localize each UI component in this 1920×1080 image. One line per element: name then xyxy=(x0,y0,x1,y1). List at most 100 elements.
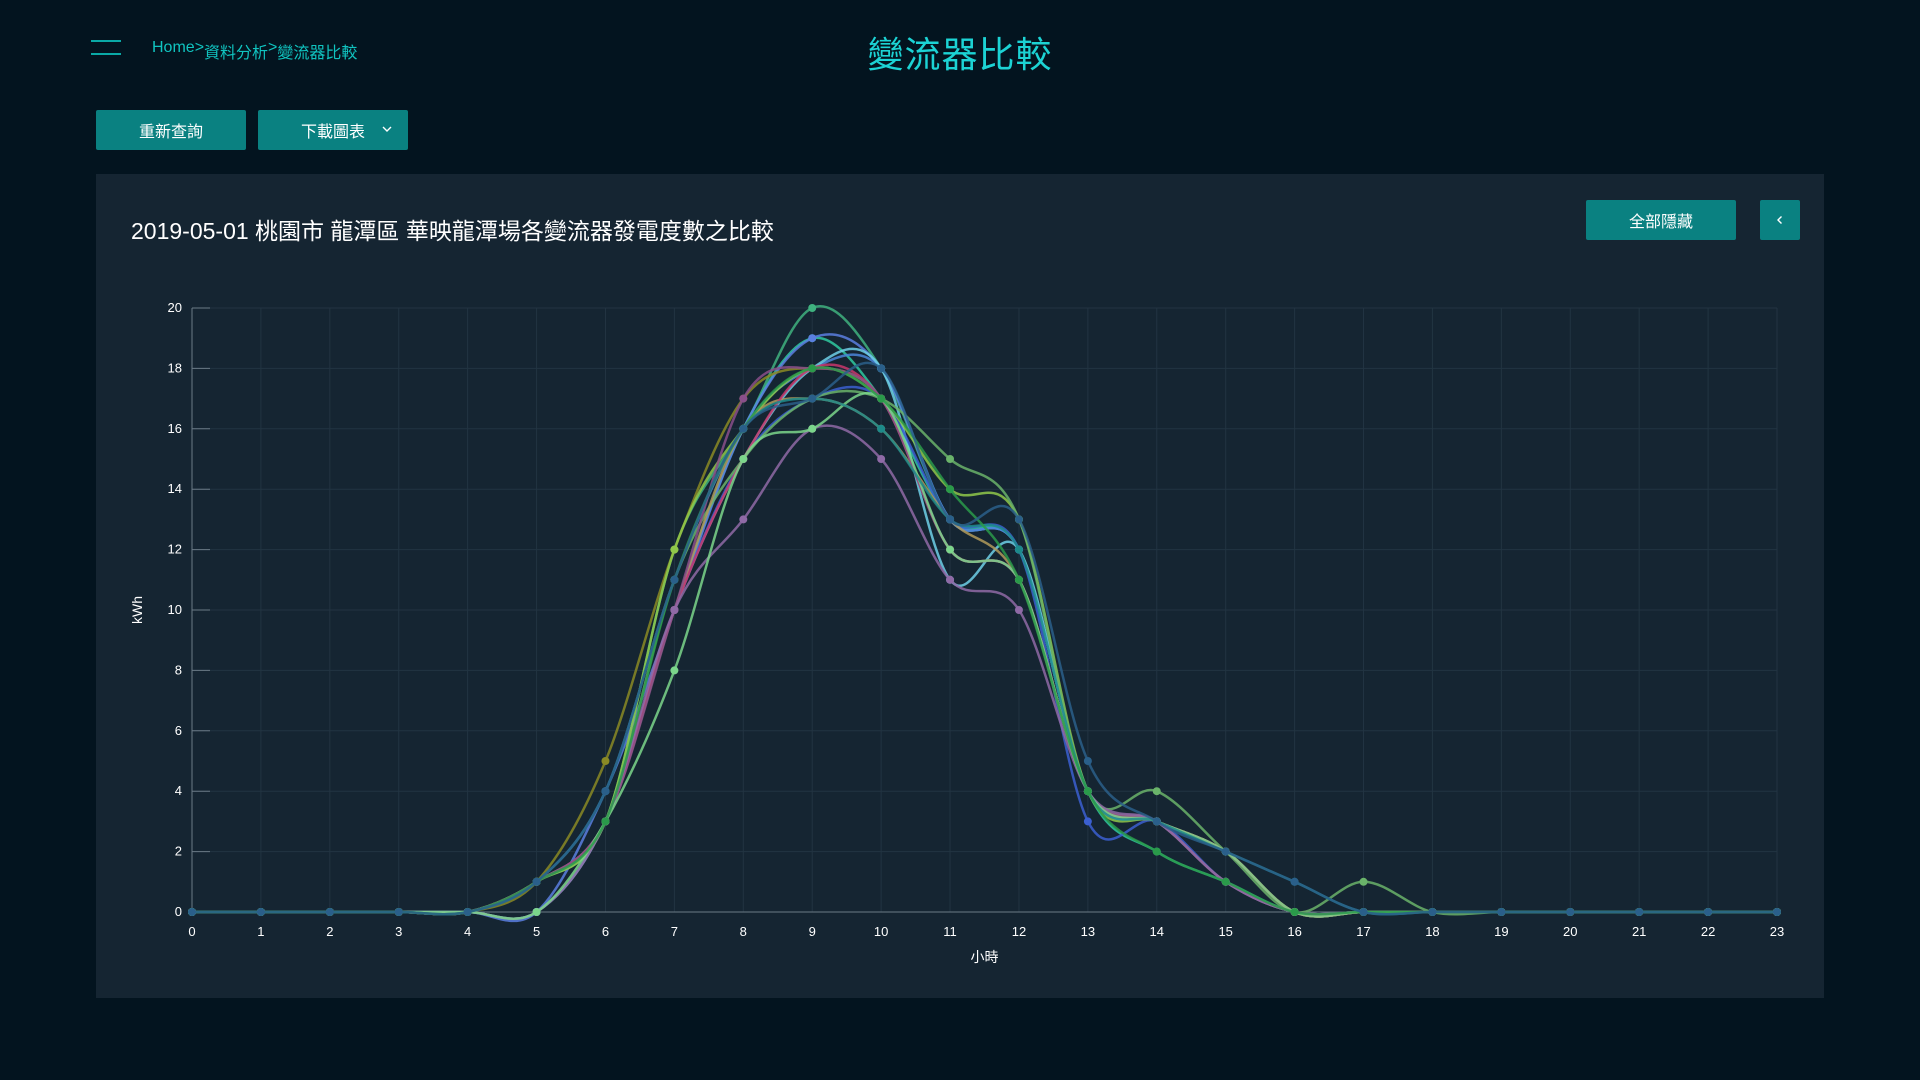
data-point xyxy=(1083,787,1092,796)
x-tick-label: 11 xyxy=(943,924,957,939)
series-line-1 xyxy=(192,305,1777,918)
data-point xyxy=(1152,787,1161,796)
data-point xyxy=(1359,877,1368,886)
y-tick-label: 14 xyxy=(168,481,182,496)
breadcrumb-home[interactable]: Home xyxy=(152,39,195,56)
series-line-2 xyxy=(192,336,1777,916)
data-point xyxy=(739,455,748,463)
data-point xyxy=(1014,575,1023,584)
data-point xyxy=(808,424,817,433)
data-point xyxy=(1152,847,1161,856)
data-point xyxy=(1290,877,1299,886)
data-point xyxy=(1083,757,1092,765)
data-point xyxy=(946,485,955,494)
data-point xyxy=(670,545,679,554)
chart-title: 2019-05-01 桃園市 龍潭區 華映龍潭場各變流器發電度數之比較 xyxy=(131,218,774,244)
data-point xyxy=(1497,908,1506,916)
data-point xyxy=(394,908,403,916)
data-point xyxy=(1428,908,1437,916)
y-axis-label: kWh xyxy=(129,596,145,624)
data-point xyxy=(670,575,679,584)
data-point xyxy=(808,394,817,403)
y-tick-label: 2 xyxy=(175,844,182,859)
data-point xyxy=(877,364,886,373)
chevron-down-icon xyxy=(382,126,392,132)
page-title: 變流器比較 xyxy=(867,34,1053,75)
data-point xyxy=(739,394,748,403)
data-point xyxy=(1704,908,1713,916)
series-line-8 xyxy=(192,366,1777,918)
x-tick-label: 4 xyxy=(464,924,471,939)
data-point xyxy=(739,424,748,433)
download-chart-button[interactable]: 下載圖表 xyxy=(258,110,408,150)
x-tick-label: 18 xyxy=(1425,924,1439,939)
data-point xyxy=(877,424,886,433)
data-point xyxy=(808,304,817,312)
x-tick-label: 12 xyxy=(1012,924,1026,939)
data-point xyxy=(1773,908,1781,916)
y-tick-label: 18 xyxy=(168,360,182,375)
x-tick-label: 17 xyxy=(1356,924,1370,939)
data-point xyxy=(808,364,817,373)
hide-all-label: 全部隱藏 xyxy=(1628,214,1693,231)
x-tick-label: 5 xyxy=(533,924,540,939)
data-point xyxy=(601,787,610,796)
x-tick-label: 2 xyxy=(326,924,333,939)
data-point xyxy=(1566,908,1575,916)
download-chart-label: 下載圖表 xyxy=(300,124,365,141)
x-tick-label: 22 xyxy=(1701,924,1715,939)
breadcrumb: Home > 資料分析 > 變流器比較 xyxy=(152,39,357,63)
x-tick-label: 13 xyxy=(1081,924,1095,939)
data-point xyxy=(877,455,886,463)
x-tick-label: 20 xyxy=(1563,924,1577,939)
breadcrumb-analysis[interactable]: 資料分析 xyxy=(204,45,269,62)
x-tick-label: 14 xyxy=(1150,924,1164,939)
data-point xyxy=(1152,817,1161,826)
data-point xyxy=(1014,545,1023,554)
data-point xyxy=(1221,877,1230,886)
x-tick-label: 7 xyxy=(671,924,678,939)
y-tick-label: 6 xyxy=(175,723,182,738)
data-point xyxy=(946,545,955,554)
data-point xyxy=(946,515,955,524)
series-line-17 xyxy=(192,361,1777,916)
series-line-13 xyxy=(192,424,1777,920)
data-point xyxy=(877,394,886,403)
x-tick-label: 1 xyxy=(257,924,264,939)
series-line-9 xyxy=(192,389,1777,916)
x-tick-label: 8 xyxy=(740,924,747,939)
breadcrumb-separator: > xyxy=(194,39,205,56)
x-tick-label: 15 xyxy=(1218,924,1232,939)
data-point xyxy=(670,606,679,614)
y-tick-label: 20 xyxy=(168,300,182,315)
y-tick-label: 4 xyxy=(175,783,182,798)
x-tick-label: 21 xyxy=(1632,924,1646,939)
series-line-12 xyxy=(192,366,1777,916)
series-line-3 xyxy=(192,333,1777,923)
y-tick-label: 16 xyxy=(168,421,182,436)
refresh-query-button[interactable]: 重新查詢 xyxy=(96,110,246,150)
data-point xyxy=(1083,817,1092,826)
series-line-7 xyxy=(192,367,1777,918)
data-point xyxy=(463,908,472,916)
y-tick-label: 10 xyxy=(168,602,182,617)
collapse-panel-button[interactable] xyxy=(1760,200,1800,240)
data-point xyxy=(1221,847,1230,856)
top-bar: Home > 資料分析 > 變流器比較 變流器比較 xyxy=(0,0,1920,100)
data-point xyxy=(1290,908,1299,916)
data-point xyxy=(601,817,610,826)
chevron-left-icon xyxy=(1777,216,1782,224)
hamburger-menu-icon[interactable] xyxy=(91,40,121,58)
data-point xyxy=(1014,515,1023,524)
y-tick-label: 8 xyxy=(175,662,182,677)
data-point xyxy=(325,908,334,916)
x-tick-label: 16 xyxy=(1287,924,1301,939)
x-tick-label: 10 xyxy=(874,924,888,939)
breadcrumb-current: 變流器比較 xyxy=(277,45,358,62)
hide-all-button[interactable]: 全部隱藏 xyxy=(1586,200,1736,240)
series-line-16 xyxy=(192,366,1777,916)
series-line-11 xyxy=(192,363,1777,918)
data-point xyxy=(808,334,817,343)
data-point xyxy=(946,455,955,463)
